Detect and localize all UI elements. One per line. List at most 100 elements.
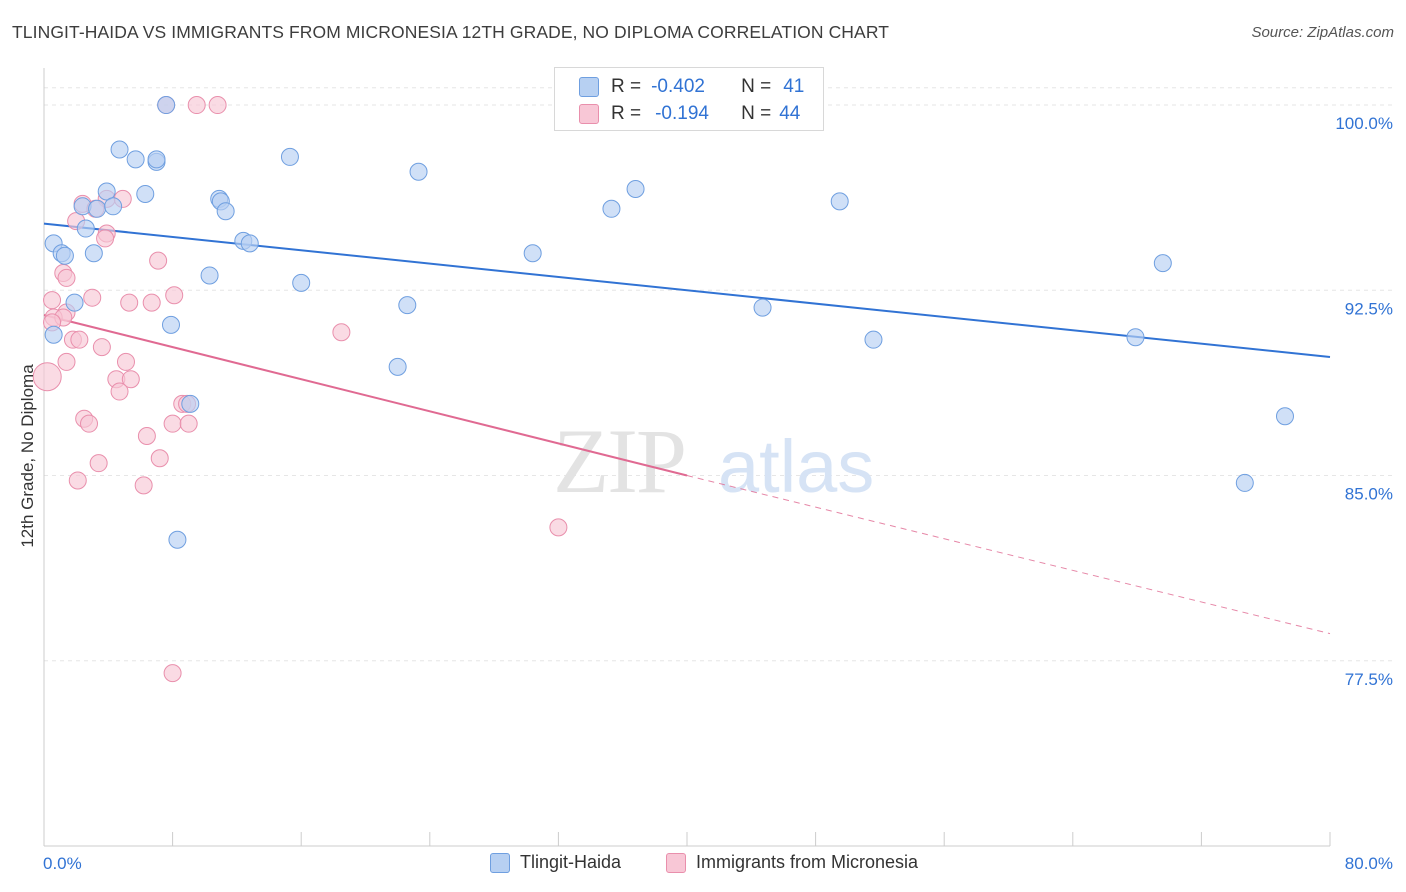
point-tlingit (88, 199, 107, 218)
chart-title: TLINGIT-HAIDA VS IMMIGRANTS FROM MICRONE… (12, 22, 890, 42)
point-micronesia (96, 229, 115, 248)
series-legend: Tlingit-Haida Immigrants from Micronesia (0, 852, 1406, 878)
point-tlingit (626, 180, 645, 199)
legend-swatch-pink (579, 104, 599, 124)
point-micronesia (187, 96, 206, 115)
legend-item-micronesia: Immigrants from Micronesia (666, 852, 918, 873)
point-micronesia (179, 414, 198, 433)
legend-r-value: -0.194 (655, 103, 709, 124)
trendline-micronesia-extension (686, 475, 1331, 635)
axes (43, 68, 1331, 847)
point-micronesia (110, 382, 129, 401)
grid-lines (44, 87, 1394, 662)
y-tick-label: 85.0% (1345, 485, 1393, 504)
point-tlingit (97, 182, 116, 201)
x-tick-label: 0.0% (43, 854, 82, 873)
point-micronesia (150, 449, 169, 468)
point-micronesia (163, 414, 182, 433)
legend-n-value: 44 (779, 103, 801, 124)
point-tlingit (44, 325, 63, 344)
point-micronesia (121, 370, 140, 389)
trendline-micronesia (43, 314, 688, 477)
point-tlingit (1153, 254, 1172, 273)
legend-r-value: -0.402 (651, 76, 705, 97)
point-tlingit (65, 293, 84, 312)
point-tlingit (181, 394, 200, 413)
legend-label-tlingit: Tlingit-Haida (520, 852, 622, 872)
point-micronesia (89, 454, 108, 473)
tick-labels: 77.5% 85.0% 92.5% 100.0% 0.0% 80.0% (43, 114, 1393, 873)
point-tlingit (753, 298, 772, 317)
point-micronesia (208, 96, 227, 115)
point-tlingit (1275, 407, 1294, 426)
point-tlingit (523, 244, 542, 263)
legend-n-label: N = (741, 103, 772, 124)
legend-row-tlingit: R = -0.402 N = 41 (579, 74, 804, 100)
legend-r-label: R = (611, 103, 642, 124)
series-tlingit-points (44, 96, 1294, 549)
source-label: Source: ZipAtlas.com (1251, 24, 1394, 41)
point-tlingit (216, 202, 235, 221)
stats-legend: R = -0.402 N = 41 R = -0.194 N = 44 (554, 67, 824, 131)
trend-lines (43, 222, 1331, 635)
y-axis-label: 12th Grade, No Diploma (18, 364, 37, 548)
point-tlingit (110, 140, 129, 159)
point-tlingit (240, 234, 259, 253)
point-micronesia (163, 664, 182, 683)
point-micronesia (137, 427, 156, 446)
watermark-zip: ZIP (553, 410, 685, 512)
legend-item-tlingit: Tlingit-Haida (490, 852, 621, 873)
point-tlingit (136, 184, 155, 203)
legend-swatch-pink (666, 852, 686, 873)
x-tick-label: 80.0% (1345, 854, 1393, 873)
point-micronesia (116, 352, 135, 371)
watermark-atlas: atlas (718, 425, 874, 508)
point-micronesia (68, 471, 87, 490)
point-micronesia (32, 362, 62, 392)
point-tlingit (388, 357, 407, 376)
legend-n-value: 41 (783, 76, 805, 97)
point-tlingit (830, 192, 849, 211)
point-micronesia (92, 338, 111, 357)
legend-r-label: R = (611, 76, 642, 97)
point-micronesia (165, 286, 184, 305)
point-micronesia (70, 330, 89, 349)
point-micronesia (332, 323, 351, 342)
point-micronesia (142, 293, 161, 312)
y-tick-label: 100.0% (1335, 114, 1393, 133)
point-micronesia (57, 352, 76, 371)
point-tlingit (292, 273, 311, 292)
legend-label-micronesia: Immigrants from Micronesia (696, 852, 919, 872)
point-tlingit (864, 330, 883, 349)
point-tlingit (161, 315, 180, 334)
point-micronesia (134, 476, 153, 495)
point-tlingit (76, 219, 95, 238)
legend-n-label: N = (741, 76, 772, 97)
point-tlingit (1235, 473, 1254, 492)
point-micronesia (120, 293, 139, 312)
point-micronesia (549, 518, 568, 537)
point-micronesia (57, 268, 76, 287)
point-tlingit (602, 199, 621, 218)
point-tlingit (126, 150, 145, 169)
point-tlingit (157, 96, 176, 115)
point-micronesia (43, 291, 62, 310)
point-micronesia (80, 414, 99, 433)
point-micronesia (149, 251, 168, 270)
point-tlingit (398, 296, 417, 315)
legend-swatch-blue (579, 77, 599, 97)
point-tlingit (168, 530, 187, 549)
legend-swatch-blue (490, 852, 510, 873)
y-tick-label: 92.5% (1345, 299, 1393, 318)
watermark: ZIP atlas (553, 410, 874, 512)
point-tlingit (147, 150, 166, 169)
point-tlingit (280, 147, 299, 166)
point-tlingit (55, 246, 74, 265)
point-tlingit (409, 162, 428, 181)
series-micronesia-points (32, 96, 568, 683)
point-tlingit (200, 266, 219, 285)
point-tlingit (1126, 328, 1145, 347)
point-micronesia (83, 288, 102, 307)
point-tlingit (104, 197, 123, 216)
